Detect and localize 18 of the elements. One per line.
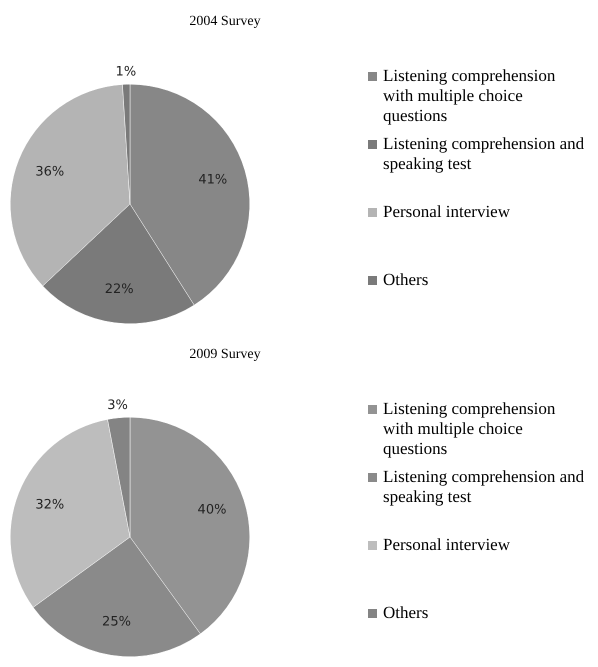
data-label: 3% xyxy=(107,398,128,414)
data-label: 41% xyxy=(198,172,228,188)
data-label: 22% xyxy=(104,282,134,297)
legend-label: Others xyxy=(383,603,428,623)
legend-label: Personal interview xyxy=(383,202,510,222)
chart-title: 2004 Survey xyxy=(188,14,262,30)
data-label: 1% xyxy=(116,64,136,80)
legend-label: Listening comprehension with multiple choice questions xyxy=(383,399,556,459)
legend-label: Listening comprehension and speaking test xyxy=(383,467,586,507)
legend-label: Listening comprehension with multiple choice questions xyxy=(383,66,556,126)
legend-label: Listening comprehension and speaking test xyxy=(383,134,586,174)
data-label: 25% xyxy=(102,614,131,630)
chart-title: 2009 Survey xyxy=(188,347,262,363)
data-label: 36% xyxy=(35,164,64,180)
legend-label: Others xyxy=(383,270,428,290)
legend-label: Personal interview xyxy=(383,535,510,555)
data-label: 40% xyxy=(198,502,226,518)
data-label: 32% xyxy=(35,498,64,513)
